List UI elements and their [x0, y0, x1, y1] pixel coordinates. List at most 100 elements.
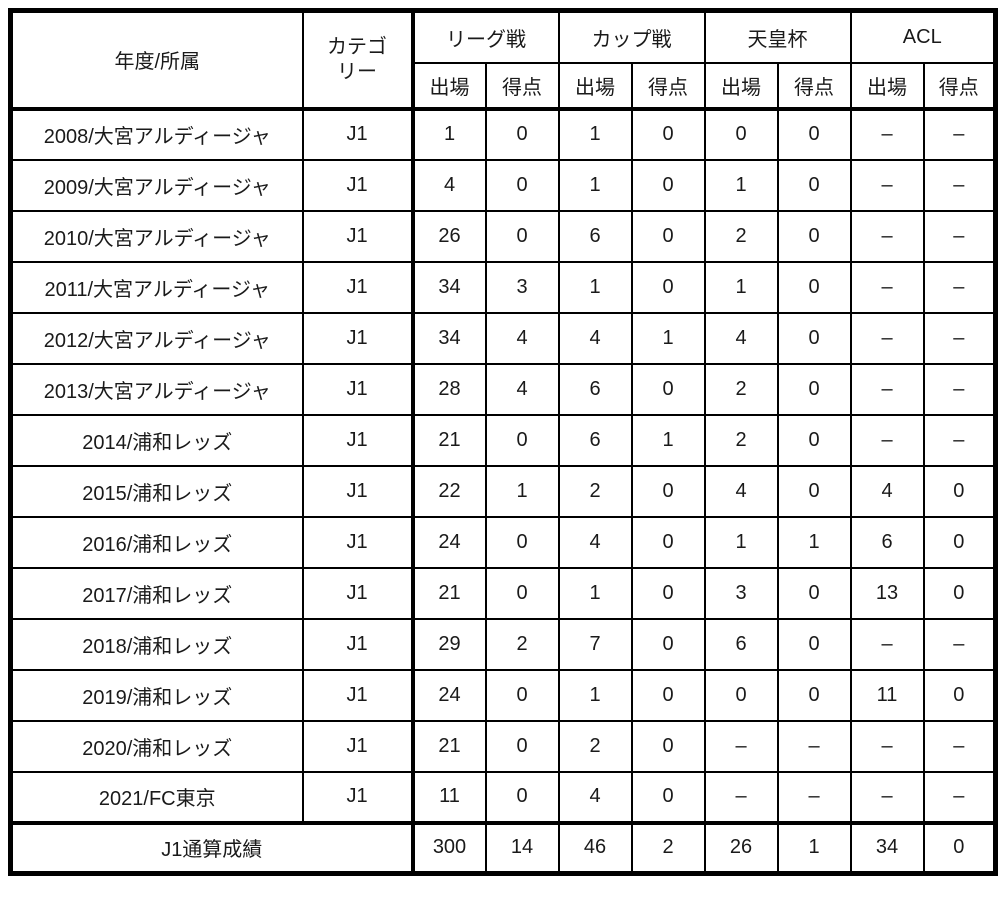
- table-row-2017: 2017/浦和レッズ J1 21 0 1 0 3 0 13 0: [9, 566, 997, 620]
- header-category: カテゴリー: [301, 9, 414, 111]
- subheader-cup-appearances: 出場: [557, 61, 633, 111]
- stat-cell: 4: [484, 311, 560, 365]
- stat-cell: 4: [484, 362, 560, 416]
- stat-cell: 3: [484, 260, 560, 314]
- year-club-cell: 2020/浦和レッズ: [9, 719, 304, 773]
- stat-cell: 11: [849, 668, 925, 722]
- header-group-league: リーグ戦: [410, 9, 560, 64]
- stat-cell: 0: [776, 260, 852, 314]
- stat-cell: –: [849, 209, 925, 263]
- category-cell: J1: [301, 515, 414, 569]
- year-club-cell: 2015/浦和レッズ: [9, 464, 304, 518]
- stat-cell: –: [849, 362, 925, 416]
- category-cell: J1: [301, 107, 414, 161]
- stat-cell: 0: [484, 566, 560, 620]
- stat-cell: 13: [849, 566, 925, 620]
- stat-cell: 0: [776, 668, 852, 722]
- year-club-cell: 2010/大宮アルディージャ: [9, 209, 304, 263]
- category-cell: J1: [301, 260, 414, 314]
- stat-cell: 0: [776, 362, 852, 416]
- subheader-cup-goals: 得点: [630, 61, 706, 111]
- subheader-emperors-cup-goals: 得点: [776, 61, 852, 111]
- stat-cell: 1: [557, 107, 633, 161]
- year-club-cell: 2014/浦和レッズ: [9, 413, 304, 467]
- stat-cell: 0: [630, 566, 706, 620]
- stat-cell: –: [703, 719, 779, 773]
- table-row-2021: 2021/FC東京 J1 11 0 4 0 – – – –: [9, 770, 997, 824]
- stat-cell: 1: [703, 260, 779, 314]
- stat-cell: 0: [776, 617, 852, 671]
- career-stats-table: 年度/所属 カテゴリー リーグ戦 カップ戦 天皇杯 ACL 出場 得点 出場 得…: [8, 8, 998, 876]
- header-year-club: 年度/所属: [9, 9, 304, 111]
- year-club-cell: 2019/浦和レッズ: [9, 668, 304, 722]
- category-cell: J1: [301, 362, 414, 416]
- stat-cell: 0: [922, 668, 997, 722]
- subheader-emperors-cup-appearances: 出場: [703, 61, 779, 111]
- stat-cell: –: [849, 413, 925, 467]
- stat-cell: 6: [557, 362, 633, 416]
- table-row-2011: 2011/大宮アルディージャ J1 34 3 1 0 1 0 – –: [9, 260, 997, 314]
- stat-cell: 1: [557, 260, 633, 314]
- stat-cell: 0: [630, 668, 706, 722]
- stat-cell: –: [849, 719, 925, 773]
- table-row-2016: 2016/浦和レッズ J1 24 0 4 0 1 1 6 0: [9, 515, 997, 569]
- stat-cell: 0: [484, 413, 560, 467]
- stat-cell: 1: [410, 107, 487, 161]
- stat-cell: 3: [703, 566, 779, 620]
- stat-cell: 1: [776, 515, 852, 569]
- stat-cell: 2: [484, 617, 560, 671]
- category-cell: J1: [301, 668, 414, 722]
- stat-cell: 0: [484, 515, 560, 569]
- stat-cell: 24: [410, 668, 487, 722]
- stat-cell: 0: [484, 158, 560, 212]
- stat-cell: 4: [557, 311, 633, 365]
- subheader-league-appearances: 出場: [410, 61, 487, 111]
- category-cell: J1: [301, 209, 414, 263]
- category-cell: J1: [301, 770, 414, 824]
- table-row-2009: 2009/大宮アルディージャ J1 4 0 1 0 1 0 – –: [9, 158, 997, 212]
- header-group-cup: カップ戦: [557, 9, 706, 64]
- stat-cell: –: [703, 770, 779, 824]
- stat-cell: 1: [557, 158, 633, 212]
- stat-cell: 1: [630, 413, 706, 467]
- stat-cell: 2: [557, 464, 633, 518]
- stat-cell: –: [849, 617, 925, 671]
- stat-cell: 6: [703, 617, 779, 671]
- header-category-label: カテゴリー: [327, 35, 387, 83]
- stat-cell: –: [922, 107, 997, 161]
- stat-cell: –: [849, 158, 925, 212]
- header-group-row: 年度/所属 カテゴリー リーグ戦 カップ戦 天皇杯 ACL: [9, 9, 997, 111]
- stat-cell: 29: [410, 617, 487, 671]
- stat-cell: 4: [703, 311, 779, 365]
- table-row-2013: 2013/大宮アルディージャ J1 28 4 6 0 2 0 – –: [9, 362, 997, 416]
- stat-cell: 6: [557, 209, 633, 263]
- year-club-cell: 2016/浦和レッズ: [9, 515, 304, 569]
- stat-cell: 28: [410, 362, 487, 416]
- stat-cell: 4: [849, 464, 925, 518]
- stat-cell: 0: [922, 566, 997, 620]
- table-row-2012: 2012/大宮アルディージャ J1 34 4 4 1 4 0 – –: [9, 311, 997, 365]
- stat-cell: 0: [630, 719, 706, 773]
- stat-cell: 0: [630, 260, 706, 314]
- stat-cell: 0: [630, 107, 706, 161]
- stat-cell: 21: [410, 719, 487, 773]
- year-club-cell: 2012/大宮アルディージャ: [9, 311, 304, 365]
- total-row: J1通算成績 300 14 46 2 26 1 34 0: [9, 820, 997, 875]
- stat-cell: –: [922, 617, 997, 671]
- stat-cell: 0: [484, 770, 560, 824]
- table-row-2010: 2010/大宮アルディージャ J1 26 0 6 0 2 0 – –: [9, 209, 997, 263]
- header-group-emperors-cup: 天皇杯: [703, 9, 852, 64]
- stat-cell: 11: [410, 770, 487, 824]
- stat-cell: 4: [703, 464, 779, 518]
- category-cell: J1: [301, 158, 414, 212]
- stat-cell: 22: [410, 464, 487, 518]
- year-club-cell: 2017/浦和レッズ: [9, 566, 304, 620]
- stat-cell: 4: [410, 158, 487, 212]
- stat-cell: 2: [703, 413, 779, 467]
- stat-cell: 0: [776, 107, 852, 161]
- year-club-cell: 2008/大宮アルディージャ: [9, 107, 304, 161]
- stat-cell: –: [849, 107, 925, 161]
- category-cell: J1: [301, 413, 414, 467]
- stat-cell: 0: [922, 464, 997, 518]
